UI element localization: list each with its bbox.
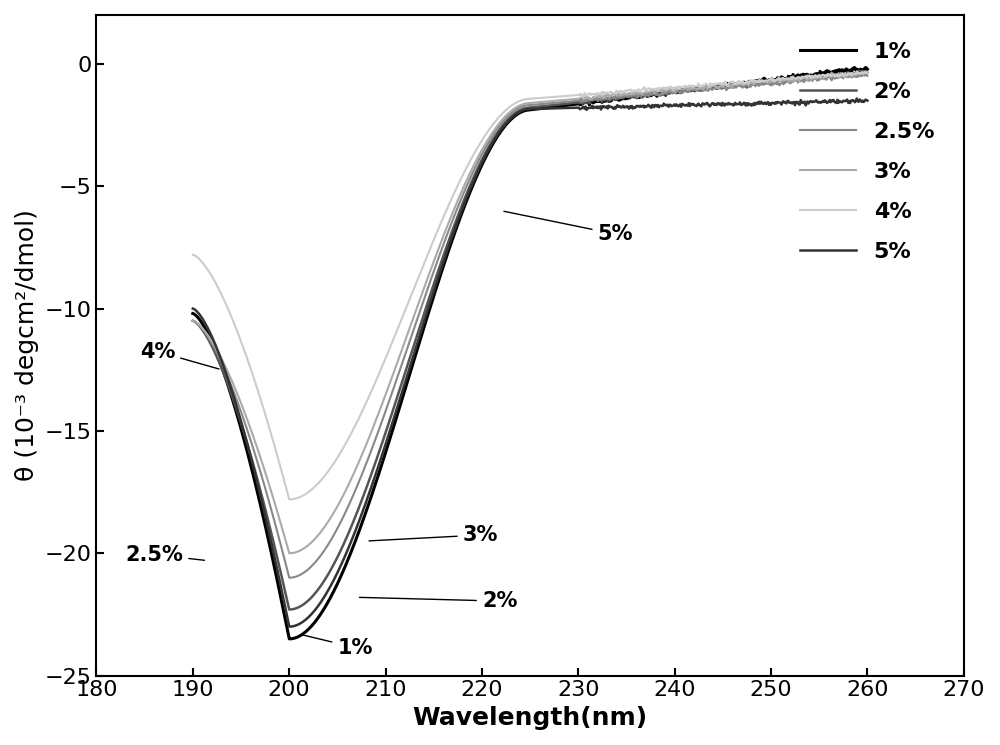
2.5% xyxy=(283,573,295,582)
Line: 3%: 3% xyxy=(193,72,867,554)
2% xyxy=(283,605,295,614)
5% xyxy=(401,372,413,381)
5% xyxy=(283,622,295,631)
Text: 5%: 5% xyxy=(504,212,633,244)
X-axis label: Wavelength(nm): Wavelength(nm) xyxy=(413,706,648,730)
Line: 2%: 2% xyxy=(193,71,867,609)
2% xyxy=(378,434,390,443)
2.5% xyxy=(631,91,643,100)
Text: 2%: 2% xyxy=(359,591,517,611)
4% xyxy=(631,86,643,95)
5% xyxy=(631,101,643,110)
Text: 4%: 4% xyxy=(140,341,219,369)
2.5% xyxy=(796,76,808,85)
4% xyxy=(353,414,365,423)
5% xyxy=(187,304,199,313)
Y-axis label: θ (10⁻³ degcm²/dmol): θ (10⁻³ degcm²/dmol) xyxy=(15,209,39,481)
Line: 4%: 4% xyxy=(193,72,867,499)
2.5% xyxy=(713,84,725,93)
2% xyxy=(401,362,413,371)
Line: 5%: 5% xyxy=(193,98,867,627)
3% xyxy=(861,69,873,77)
1% xyxy=(861,65,873,74)
3% xyxy=(401,331,413,340)
1% xyxy=(401,378,413,387)
4% xyxy=(796,72,808,81)
5% xyxy=(861,96,873,105)
3% xyxy=(353,457,365,466)
Text: 1%: 1% xyxy=(301,635,373,658)
2.5% xyxy=(187,317,199,326)
Line: 1%: 1% xyxy=(193,68,867,639)
1% xyxy=(283,635,295,644)
1% xyxy=(353,527,365,536)
3% xyxy=(283,549,295,558)
2.5% xyxy=(353,478,365,486)
4% xyxy=(861,68,873,77)
2% xyxy=(861,68,873,77)
4% xyxy=(401,301,413,310)
5% xyxy=(796,98,808,107)
3% xyxy=(187,317,199,326)
2% xyxy=(353,504,365,513)
3% xyxy=(713,83,725,92)
2.5% xyxy=(401,344,413,353)
5% xyxy=(713,99,725,108)
4% xyxy=(378,358,390,367)
2% xyxy=(857,66,869,75)
2% xyxy=(796,73,808,82)
4% xyxy=(713,80,725,89)
2.5% xyxy=(861,72,873,80)
4% xyxy=(283,495,295,504)
2.5% xyxy=(860,69,872,77)
4% xyxy=(187,250,199,259)
Text: 2.5%: 2.5% xyxy=(125,545,204,565)
2% xyxy=(187,317,199,326)
2% xyxy=(631,94,643,103)
1% xyxy=(187,309,199,318)
5% xyxy=(378,445,390,454)
3% xyxy=(796,74,808,83)
5% xyxy=(353,518,365,527)
2% xyxy=(713,83,725,92)
Text: 3%: 3% xyxy=(369,525,498,545)
1% xyxy=(631,92,643,101)
3% xyxy=(378,395,390,404)
1% xyxy=(796,71,808,80)
3% xyxy=(631,87,643,96)
Line: 2.5%: 2.5% xyxy=(193,73,867,577)
1% xyxy=(859,63,871,72)
5% xyxy=(851,94,863,103)
4% xyxy=(851,67,863,76)
1% xyxy=(378,454,390,463)
Legend: 1%, 2%, 2.5%, 3%, 4%, 5%: 1%, 2%, 2.5%, 3%, 4%, 5% xyxy=(791,33,944,270)
3% xyxy=(860,68,872,77)
1% xyxy=(713,82,725,91)
2.5% xyxy=(378,411,390,420)
